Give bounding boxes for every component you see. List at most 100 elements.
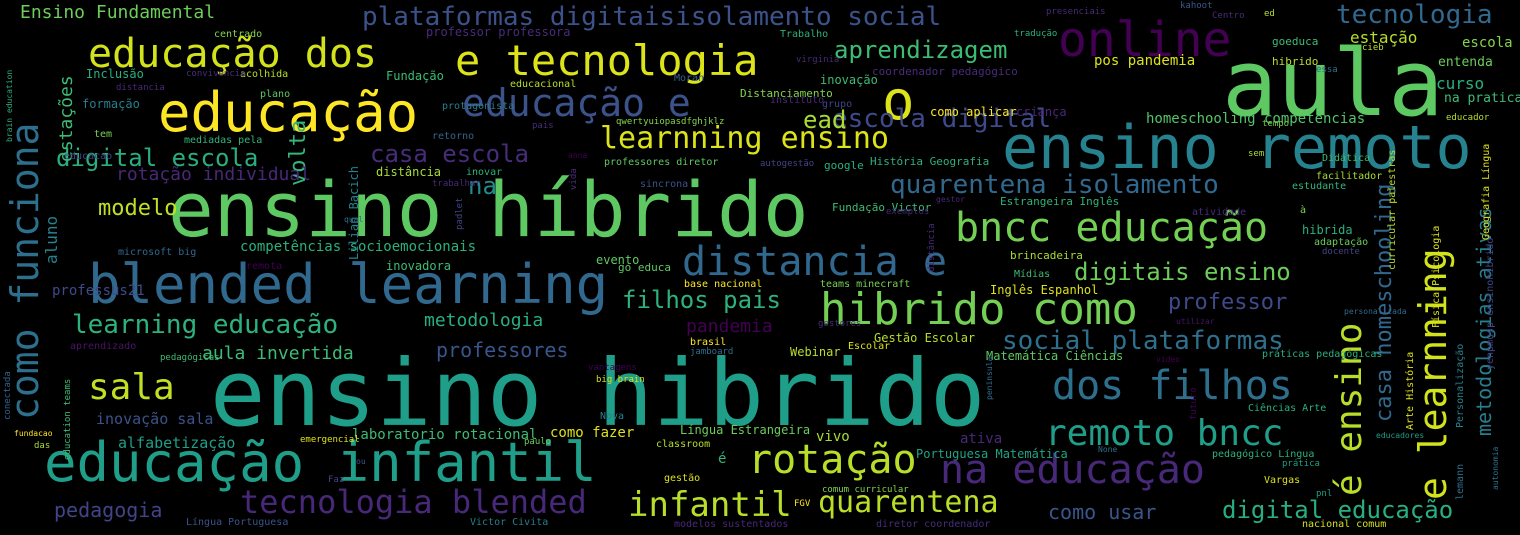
cloud-word: Vargas — [1264, 475, 1301, 486]
cloud-word: social plataformas — [1002, 326, 1284, 356]
cloud-word: centrado — [214, 29, 263, 40]
cloud-word: como fazer — [550, 425, 635, 441]
cloud-word: à — [1300, 205, 1307, 216]
cloud-word: tem — [94, 129, 113, 140]
cloud-word: na educação — [940, 447, 1205, 493]
cloud-word: Arte História — [1405, 351, 1416, 430]
cloud-word: qwertyuiopasdfghjklz — [616, 117, 725, 127]
cloud-word: facilitador — [1316, 171, 1383, 182]
cloud-word: entenda — [1438, 55, 1493, 70]
cloud-word: digitais ensino — [1074, 258, 1291, 286]
cloud-word: bncc educação — [955, 205, 1269, 251]
cloud-word: classroom — [656, 439, 711, 450]
cloud-word: pos pandemia — [1094, 53, 1196, 69]
cloud-word: práticas pedagógicas — [1262, 349, 1383, 360]
cloud-word: Fundação Victor — [832, 201, 932, 214]
cloud-word: go educa — [618, 261, 671, 274]
cloud-word: Mídias — [1014, 269, 1051, 280]
cloud-word: ativa — [960, 431, 1003, 447]
cloud-word: educação dos — [88, 31, 377, 77]
cloud-word: sem — [1248, 149, 1265, 159]
cloud-word: professores diretor — [604, 157, 719, 168]
cloud-word: educacao — [64, 151, 113, 162]
cloud-word: anna — [568, 151, 588, 160]
cloud-word: microsoft big — [118, 247, 197, 258]
cloud-word: aula — [1222, 30, 1444, 137]
cloud-word: essa — [1316, 65, 1338, 75]
cloud-word: educação infantil — [44, 431, 597, 494]
cloud-word: distancia e — [682, 239, 947, 285]
cloud-word: yenpmusp ensinohibrido — [1485, 237, 1496, 370]
cloud-word: gestores — [818, 319, 862, 329]
cloud-word: Portuguesa Matemática — [916, 447, 1068, 461]
cloud-word: Centro — [1212, 11, 1245, 21]
cloud-word: modelos sustentados — [674, 519, 789, 530]
cloud-word: None — [1098, 445, 1118, 454]
cloud-word: ou — [356, 457, 366, 466]
cloud-word: gestão — [664, 473, 701, 484]
cloud-word: homeschooling competências — [1146, 111, 1366, 127]
cloud-word: google — [824, 159, 864, 172]
cloud-word: Geografia Língua — [1481, 143, 1492, 240]
cloud-word: tradução — [1014, 29, 1058, 39]
cloud-word: e tecnologia — [455, 36, 759, 85]
cloud-word: tempo — [1262, 119, 1290, 129]
cloud-word: Gestão Escolar — [874, 331, 976, 345]
cloud-word: das — [34, 441, 51, 451]
cloud-word: alfabetização — [118, 434, 236, 452]
cloud-word: aprendizado — [70, 341, 137, 352]
cloud-word: educação e — [462, 81, 691, 125]
cloud-word: evento — [596, 253, 640, 267]
cloud-word: prática — [1282, 459, 1320, 469]
cloud-word: Personalização — [1455, 343, 1466, 428]
cloud-word: atividade — [1192, 207, 1247, 218]
cloud-word: big brain — [596, 375, 645, 385]
cloud-word: hibrido — [1272, 55, 1319, 68]
cloud-word: Escolar — [848, 341, 891, 352]
cloud-word: docente — [1322, 247, 1360, 257]
cloud-word: blended learning — [88, 253, 609, 316]
cloud-word: learnning ensino — [600, 121, 889, 156]
cloud-word: Distanciamento — [740, 87, 833, 100]
cloud-word: Fundação — [386, 69, 444, 83]
cloud-word: jamboard — [690, 347, 734, 357]
cloud-word: acolhida — [240, 69, 289, 80]
cloud-word: trabalhar — [432, 179, 481, 189]
cloud-word: dos filhos — [1052, 363, 1293, 409]
cloud-word: educadores — [1376, 431, 1425, 440]
cloud-word: inovadora — [386, 259, 452, 273]
cloud-word: estações — [56, 75, 77, 162]
cloud-word: mediadas pela — [184, 135, 263, 146]
cloud-word: personalizada — [1344, 307, 1407, 316]
cloud-word: goeduca — [1272, 35, 1319, 48]
cloud-word: coordenador pedagógico — [872, 65, 1018, 78]
cloud-word: education teams — [63, 378, 73, 460]
cloud-word: vantagens — [588, 363, 637, 373]
cloud-word: Nova — [600, 411, 625, 422]
cloud-word: professores — [436, 338, 569, 362]
cloud-word: instituto — [770, 95, 825, 106]
cloud-word: na — [468, 172, 497, 200]
cloud-word: como aplicar — [930, 105, 1017, 119]
cloud-word: inovação sala — [96, 410, 214, 428]
cloud-word: sincrona — [640, 179, 689, 190]
cloud-word: protagonista — [442, 101, 515, 112]
cloud-word: FGV — [794, 499, 811, 509]
cloud-word: emergencial — [300, 435, 360, 445]
cloud-word: História Geografia — [870, 155, 990, 168]
cloud-word: ensino hibrido — [210, 340, 986, 447]
cloud-word: ed — [1264, 9, 1275, 19]
cloud-word: pnl — [1316, 489, 1333, 499]
cloud-word: kahoot — [1180, 1, 1213, 11]
cloud-word: infantil — [628, 485, 792, 525]
cloud-word: presenciais — [1046, 7, 1106, 17]
cloud-word: conectada — [3, 371, 13, 420]
cloud-word: filhos pais — [622, 286, 781, 314]
cloud-word: Didática — [1322, 153, 1371, 164]
cloud-word: cieb — [1362, 43, 1384, 53]
cloud-word: aprendizagem — [834, 36, 1008, 64]
cloud-word: futuro — [1189, 387, 1199, 420]
cloud-word: vivo — [816, 429, 850, 445]
cloud-word: Língua Portuguesa — [186, 517, 289, 528]
cloud-word: plano — [260, 89, 291, 100]
